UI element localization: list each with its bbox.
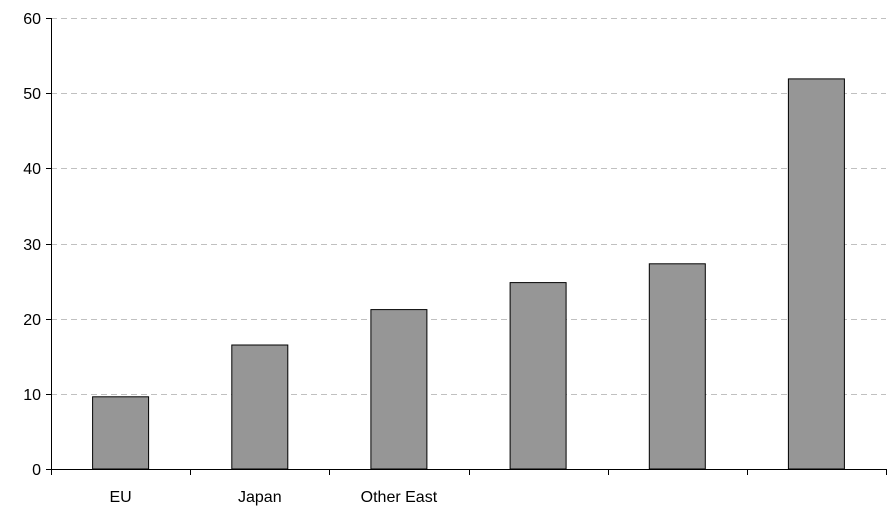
label-layer: 0 10 20 30 40 50 60 EU Japan Other East [23,11,437,506]
y-tick-label: 30 [23,237,41,254]
bar-1 [231,344,289,470]
y-tick-label: 40 [23,161,41,178]
bar-0 [92,396,150,470]
grid-layer [51,18,886,395]
bar-2 [370,309,428,470]
x-category-label: EU [109,489,131,506]
bar-3 [509,282,567,470]
y-tick-label: 60 [23,11,41,28]
y-tick-label: 0 [32,462,41,479]
bar-layer [92,78,845,470]
y-tick-label: 20 [23,312,41,329]
x-category-label: Other East [361,489,438,506]
bar-5 [787,78,845,470]
x-category-label: Japan [238,489,282,506]
bar-4 [648,263,706,470]
y-tick-label: 10 [23,387,41,404]
axis-layer [46,18,887,475]
y-tick-label: 50 [23,86,41,103]
